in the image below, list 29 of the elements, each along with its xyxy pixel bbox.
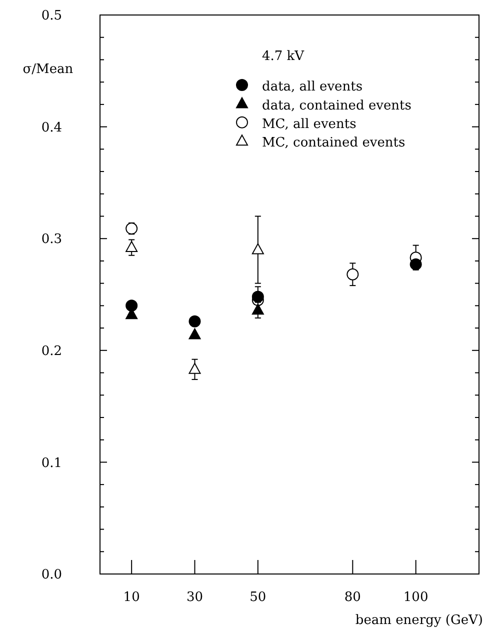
y-tick-label: 0.4 <box>41 120 62 136</box>
x-tick-label: 100 <box>403 590 428 605</box>
legend-title: 4.7 kV <box>262 49 305 64</box>
point <box>188 315 201 328</box>
point <box>126 300 138 312</box>
legend-label: data, contained events <box>262 98 412 114</box>
legend-label: MC, all events <box>262 116 356 132</box>
point <box>252 304 264 315</box>
y-axis-title: σ/Mean <box>22 62 74 77</box>
point <box>188 362 201 374</box>
point <box>252 290 264 303</box>
x-tick-label: 80 <box>344 590 361 605</box>
x-tick-label: 10 <box>123 590 140 605</box>
legend-label: data, all events <box>262 80 363 95</box>
point <box>126 241 138 252</box>
point <box>126 222 138 235</box>
y-tick-label: 0.2 <box>41 344 62 359</box>
x-axis-title: beam energy (GeV) <box>355 613 483 628</box>
legend-label: MC, contained events <box>262 136 406 151</box>
x-tick-label: 50 <box>250 590 266 605</box>
y-tick-label: 0.1 <box>41 456 62 471</box>
y-tick-label: 0.5 <box>41 8 62 24</box>
x-tick-label: 30 <box>186 590 204 605</box>
y-tick-label: 0.3 <box>41 232 62 248</box>
point <box>188 328 201 340</box>
point <box>346 268 359 280</box>
y-tick-label: 0.0 <box>41 568 62 583</box>
point <box>410 258 422 270</box>
point <box>252 243 264 254</box>
